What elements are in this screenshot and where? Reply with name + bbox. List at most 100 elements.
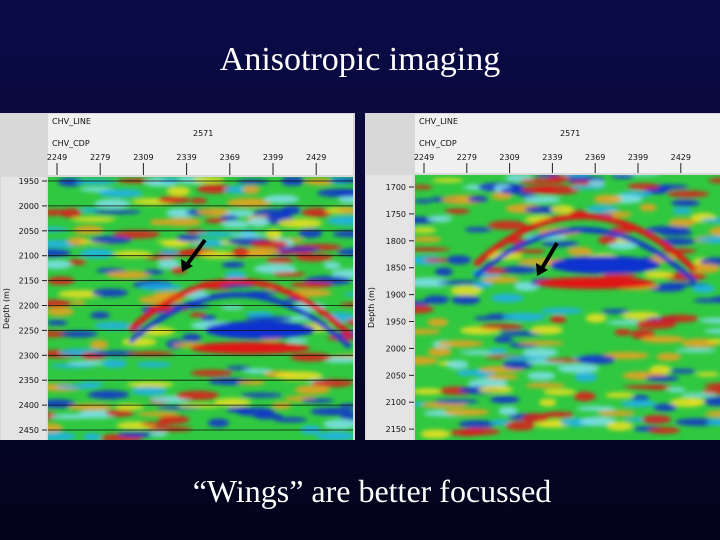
reflector [540, 240, 579, 247]
depth-tick-label: 2150 [386, 425, 406, 434]
reflector [427, 318, 449, 327]
reflector [635, 319, 677, 330]
reflector [48, 307, 75, 317]
reflector [550, 315, 567, 324]
reflector [190, 369, 233, 377]
cdp-tick-label: 2309 [499, 153, 519, 162]
reflector [660, 314, 700, 323]
reflector [420, 429, 451, 439]
reflector [92, 350, 140, 357]
reflector [699, 257, 720, 266]
reflector [87, 390, 130, 400]
reflector [248, 217, 270, 227]
reflector [700, 217, 720, 224]
reflector [526, 249, 545, 254]
seismic-image [415, 175, 720, 440]
reflector [415, 236, 442, 243]
reflector [620, 400, 658, 408]
reflector [219, 283, 254, 288]
cdp-tick-label: 2249 [47, 153, 67, 162]
reflector [220, 305, 244, 310]
core-red [190, 342, 310, 354]
reflector [696, 235, 720, 244]
reflector [478, 385, 514, 394]
reflector [473, 281, 493, 289]
reflector [131, 386, 168, 396]
reflector [121, 337, 157, 347]
reflector [232, 247, 250, 258]
reflector [73, 225, 105, 235]
reflector [94, 199, 131, 209]
reflector [265, 257, 294, 264]
reflector [281, 205, 301, 216]
reflector [522, 413, 549, 423]
depth-tick-label: 1800 [386, 237, 406, 246]
panels: CHV_LINE 2571 CHV_CDP 2249 2279 2309 2339 2369 2… [0, 113, 720, 440]
reflector [93, 209, 141, 215]
reflector [190, 197, 208, 204]
reflector [604, 392, 635, 398]
cdp-tick-label: 2279 [457, 153, 477, 162]
seismic-panel: CHV_LINE 2571 CHV_CDP 2249 2279 2309 2339 2369 2… [365, 113, 720, 440]
depth-axis [366, 175, 413, 440]
reflector [189, 312, 207, 318]
depth-tick-label: 2000 [386, 344, 406, 353]
reflector [303, 178, 337, 186]
reflector [706, 418, 720, 426]
reflector [415, 388, 444, 395]
reflector [579, 416, 617, 427]
reflector [704, 382, 720, 389]
reflector [160, 217, 202, 227]
reflector [459, 428, 501, 436]
reflector [601, 351, 650, 360]
reflector [192, 177, 225, 184]
reflector [525, 382, 566, 388]
reflector [415, 277, 452, 288]
reflector [71, 216, 116, 222]
reflector [323, 357, 353, 363]
reflector [226, 198, 272, 208]
reflector [505, 421, 536, 431]
reflector [487, 348, 508, 354]
reflector [529, 325, 563, 335]
reflector [576, 406, 617, 411]
reflector [301, 208, 332, 218]
reflector [69, 300, 87, 305]
reflector [144, 255, 176, 260]
reflector [444, 208, 470, 214]
cdp-label: CHV_CDP [52, 139, 90, 148]
reflector [101, 359, 128, 368]
depth-tick-label: 1750 [386, 210, 406, 219]
cdp-tick-label: 2369 [220, 153, 240, 162]
reflector [668, 218, 697, 227]
reflector [277, 218, 323, 228]
reflector [67, 403, 114, 411]
reflector [89, 340, 109, 350]
reflector [144, 269, 165, 275]
line-value: 2571 [193, 129, 213, 138]
depth-tick-label: 1900 [386, 291, 406, 300]
cdp-tick-label: 2249 [414, 153, 434, 162]
reflector [481, 276, 520, 284]
reflector [705, 339, 720, 344]
reflector [502, 265, 539, 274]
reflector [446, 255, 472, 265]
reflector [236, 179, 270, 185]
reflector [244, 315, 293, 322]
reflector [521, 185, 556, 194]
reflector [67, 236, 89, 246]
reflector [451, 295, 481, 305]
reflector [48, 248, 71, 258]
reflector [415, 300, 430, 306]
seismic-image [48, 177, 353, 440]
reflector [327, 215, 353, 226]
reflector [585, 205, 619, 213]
reflector [242, 185, 260, 195]
core-red [535, 277, 655, 289]
reflector [250, 240, 289, 249]
arrow-shaft [539, 241, 559, 272]
reflector [237, 379, 266, 385]
reflector [534, 175, 561, 177]
reflector [688, 263, 720, 273]
reflector [339, 413, 353, 421]
